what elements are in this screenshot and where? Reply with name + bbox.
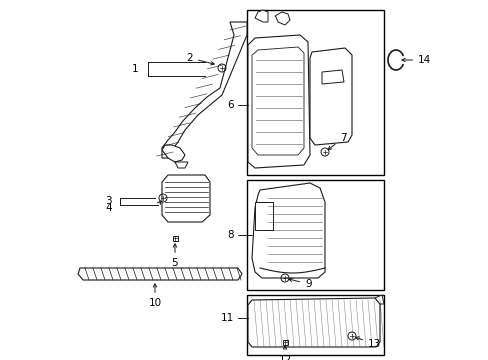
Polygon shape xyxy=(274,12,289,25)
Polygon shape xyxy=(162,22,246,158)
Polygon shape xyxy=(78,268,242,280)
Text: 11: 11 xyxy=(220,313,234,323)
Polygon shape xyxy=(321,70,343,84)
Text: 5: 5 xyxy=(171,244,178,268)
Text: 2: 2 xyxy=(186,53,214,65)
Text: 13: 13 xyxy=(355,337,381,349)
Text: 12: 12 xyxy=(278,346,291,360)
Bar xyxy=(246,295,383,355)
Text: 14: 14 xyxy=(401,55,430,65)
Polygon shape xyxy=(162,145,184,162)
Text: 3: 3 xyxy=(105,196,112,206)
Polygon shape xyxy=(309,48,351,145)
Text: 8: 8 xyxy=(227,230,234,240)
Bar xyxy=(172,235,177,240)
Bar xyxy=(246,180,383,290)
Polygon shape xyxy=(175,162,187,168)
Text: 9: 9 xyxy=(288,278,311,289)
Polygon shape xyxy=(374,295,383,304)
Polygon shape xyxy=(247,298,379,347)
Bar xyxy=(246,10,383,175)
Text: 10: 10 xyxy=(148,284,161,308)
Text: 1: 1 xyxy=(131,64,138,74)
Text: 7: 7 xyxy=(327,133,346,150)
Text: 6: 6 xyxy=(227,100,234,110)
Text: 4: 4 xyxy=(105,203,112,213)
Polygon shape xyxy=(254,10,267,22)
Bar xyxy=(282,339,287,345)
Polygon shape xyxy=(162,175,209,222)
Bar xyxy=(254,202,272,230)
Polygon shape xyxy=(251,183,325,278)
Polygon shape xyxy=(247,35,309,168)
